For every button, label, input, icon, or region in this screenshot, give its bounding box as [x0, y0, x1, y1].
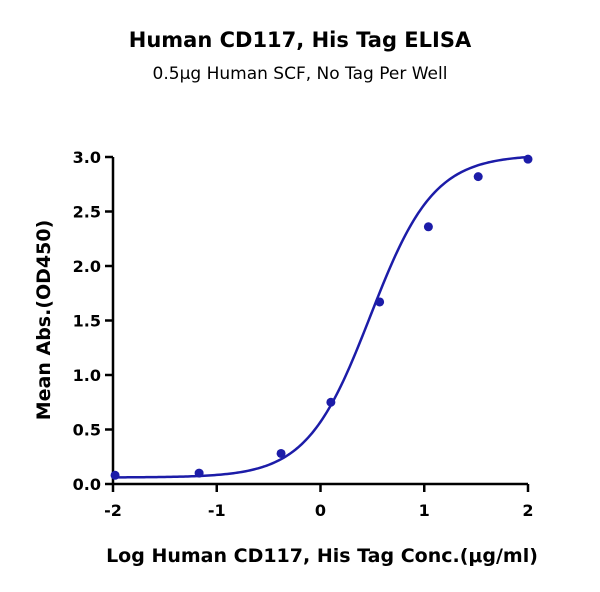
y-tick-label: 3.0 [73, 148, 101, 167]
data-point [523, 154, 533, 164]
data-point [423, 222, 433, 232]
data-point [326, 397, 336, 407]
y-axis-label: Mean Abs.(OD450) [33, 220, 55, 421]
x-tick-label: 0 [315, 501, 326, 520]
y-tick-label: 1.5 [73, 312, 101, 331]
y-tick-label: 1.0 [73, 366, 101, 385]
y-tick-label: 0.0 [73, 475, 101, 494]
x-axis-label: Log Human CD117, His Tag Conc.(μg/ml) [106, 545, 538, 567]
data-point [110, 470, 120, 480]
chart-title: Human CD117, His Tag ELISA [128, 28, 472, 52]
x-tick-label: 2 [522, 501, 533, 520]
x-tick-label: -1 [208, 501, 226, 520]
data-point [473, 172, 483, 182]
x-tick-label: 1 [419, 501, 430, 520]
y-tick-label: 2.0 [73, 257, 101, 276]
data-point [276, 448, 286, 458]
axes: 0.0 0.5 1.0 1.5 2.0 2.5 3.0 -2 -1 0 1 2 [73, 148, 534, 520]
fit-curve-group [113, 155, 529, 479]
y-tick-label: 2.5 [73, 203, 101, 222]
data-point [375, 297, 385, 307]
fit-curve [113, 155, 529, 479]
data-points [110, 154, 533, 480]
data-point [194, 468, 204, 478]
y-tick-label: 0.5 [73, 421, 101, 440]
x-tick-label: -2 [104, 501, 122, 520]
chart-subtitle: 0.5μg Human SCF, No Tag Per Well [152, 64, 448, 84]
